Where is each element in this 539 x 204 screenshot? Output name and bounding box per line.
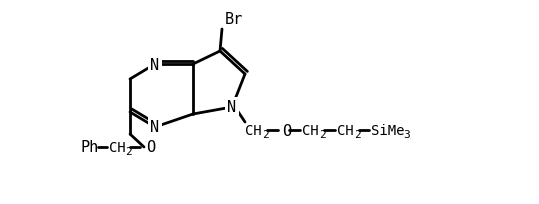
Text: 3: 3	[403, 129, 410, 139]
Text: 2: 2	[125, 146, 132, 156]
Text: 2: 2	[262, 129, 269, 139]
Text: 2: 2	[354, 129, 361, 139]
Text: O: O	[282, 123, 291, 138]
Text: CH: CH	[302, 123, 319, 137]
Text: Br: Br	[225, 12, 243, 27]
Text: 2: 2	[319, 129, 326, 139]
Text: Ph: Ph	[80, 140, 98, 155]
Text: SiMe: SiMe	[371, 123, 404, 137]
Text: O: O	[146, 140, 155, 155]
Text: CH: CH	[337, 123, 354, 137]
Text: N: N	[150, 57, 160, 72]
Text: CH: CH	[109, 140, 126, 154]
Text: CH: CH	[245, 123, 262, 137]
Text: N: N	[150, 120, 160, 135]
Text: N: N	[227, 100, 237, 115]
